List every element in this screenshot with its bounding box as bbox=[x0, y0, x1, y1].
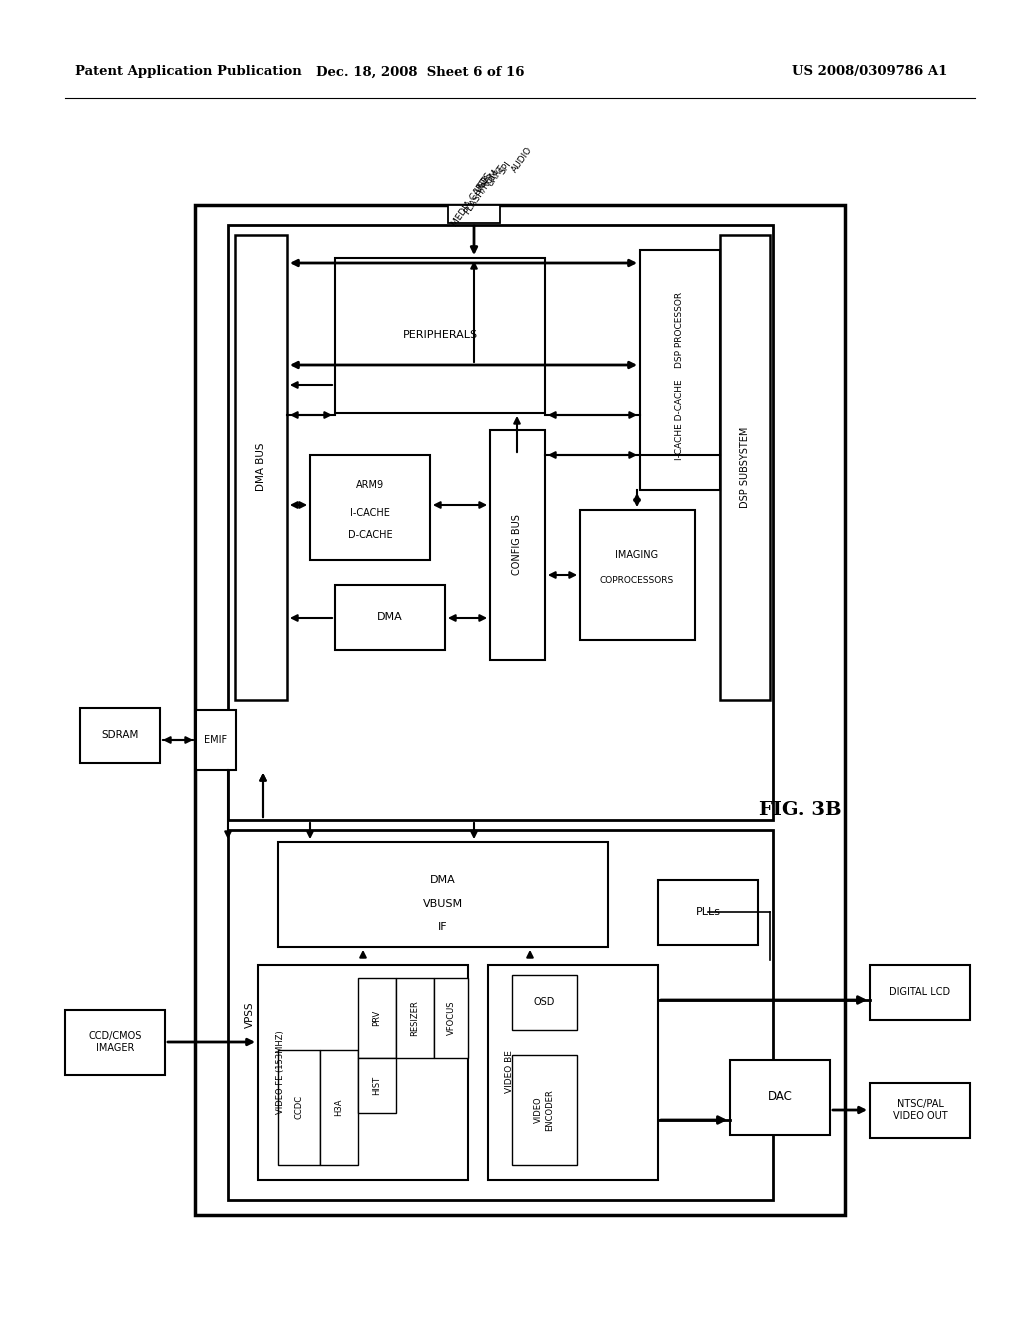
Text: CCDC: CCDC bbox=[295, 1094, 303, 1119]
Bar bbox=[278, 842, 608, 946]
Text: AUDIO: AUDIO bbox=[510, 145, 535, 174]
Bar bbox=[580, 510, 695, 640]
Text: IMAGING: IMAGING bbox=[615, 550, 658, 560]
Bar bbox=[228, 224, 773, 820]
Text: MEDIA CARDS: MEDIA CARDS bbox=[450, 172, 494, 228]
Text: EMIF: EMIF bbox=[205, 735, 227, 744]
Bar bbox=[310, 455, 430, 560]
Bar bbox=[335, 585, 445, 649]
Text: I-CACHE: I-CACHE bbox=[350, 508, 390, 517]
Text: RESIZER: RESIZER bbox=[411, 1001, 420, 1036]
Text: US 2008/0309786 A1: US 2008/0309786 A1 bbox=[793, 66, 947, 78]
Text: DMA BUS: DMA BUS bbox=[256, 442, 266, 491]
Text: DIGITAL LCD: DIGITAL LCD bbox=[890, 987, 950, 997]
Bar bbox=[278, 1049, 319, 1166]
Bar bbox=[449, 205, 500, 223]
Bar bbox=[319, 1049, 358, 1166]
Text: DMA: DMA bbox=[430, 875, 456, 884]
Bar bbox=[196, 710, 236, 770]
Bar bbox=[358, 1059, 396, 1113]
Text: COPROCESSORS: COPROCESSORS bbox=[600, 576, 674, 585]
Text: PERIPHERALS: PERIPHERALS bbox=[402, 330, 477, 341]
Bar bbox=[195, 205, 845, 1214]
Text: HIST: HIST bbox=[373, 1076, 382, 1094]
Bar bbox=[490, 430, 545, 660]
Text: DAC: DAC bbox=[768, 1090, 793, 1104]
Text: OSD: OSD bbox=[534, 997, 555, 1007]
Bar bbox=[65, 1010, 165, 1074]
Text: USB: USB bbox=[474, 174, 492, 194]
Text: CCD/CMOS
IMAGER: CCD/CMOS IMAGER bbox=[88, 1031, 141, 1053]
Text: H3A: H3A bbox=[335, 1098, 343, 1115]
Text: SDRAM: SDRAM bbox=[101, 730, 138, 741]
Bar bbox=[730, 1060, 830, 1135]
Text: FIG. 3B: FIG. 3B bbox=[759, 801, 842, 818]
Text: VIDEO FE (153MHZ): VIDEO FE (153MHZ) bbox=[275, 1030, 285, 1114]
Text: VPSS: VPSS bbox=[245, 1002, 255, 1028]
Text: PRV: PRV bbox=[373, 1010, 382, 1026]
Bar bbox=[228, 830, 773, 1200]
Text: Patent Application Publication: Patent Application Publication bbox=[75, 66, 302, 78]
Text: ARM9: ARM9 bbox=[356, 480, 384, 490]
Bar bbox=[720, 235, 770, 700]
Text: Dec. 18, 2008  Sheet 6 of 16: Dec. 18, 2008 Sheet 6 of 16 bbox=[315, 66, 524, 78]
Text: FLASH/ROM: FLASH/ROM bbox=[462, 168, 500, 216]
Bar bbox=[80, 708, 160, 763]
Text: D-CACHE: D-CACHE bbox=[348, 531, 392, 540]
Bar bbox=[434, 978, 468, 1059]
Bar bbox=[512, 975, 577, 1030]
Bar bbox=[396, 978, 434, 1059]
Bar bbox=[488, 965, 658, 1180]
Bar bbox=[870, 1082, 970, 1138]
Text: VIDEO BE: VIDEO BE bbox=[506, 1051, 514, 1093]
Text: PLLs: PLLs bbox=[695, 907, 721, 917]
Text: SPI: SPI bbox=[498, 160, 513, 176]
Text: DSP SUBSYSTEM: DSP SUBSYSTEM bbox=[740, 426, 750, 508]
Text: UART: UART bbox=[486, 164, 507, 189]
Bar bbox=[358, 978, 396, 1059]
Text: VBUSM: VBUSM bbox=[423, 899, 463, 909]
Text: NTSC/PAL
VIDEO OUT: NTSC/PAL VIDEO OUT bbox=[893, 1100, 947, 1121]
Text: VIDEO
ENCODER: VIDEO ENCODER bbox=[535, 1089, 554, 1131]
Bar bbox=[870, 965, 970, 1020]
Text: I-CACHE D-CACHE: I-CACHE D-CACHE bbox=[676, 380, 684, 461]
Bar bbox=[258, 965, 468, 1180]
Bar bbox=[658, 880, 758, 945]
Bar bbox=[335, 257, 545, 413]
Text: CONFIG BUS: CONFIG BUS bbox=[512, 515, 522, 576]
Bar bbox=[640, 249, 720, 490]
Text: VFOCUS: VFOCUS bbox=[446, 1001, 456, 1035]
Bar bbox=[512, 1055, 577, 1166]
Bar bbox=[234, 235, 287, 700]
Text: DMA: DMA bbox=[377, 612, 402, 622]
Text: DSP PROCESSOR: DSP PROCESSOR bbox=[676, 292, 684, 368]
Text: IF: IF bbox=[438, 921, 447, 932]
